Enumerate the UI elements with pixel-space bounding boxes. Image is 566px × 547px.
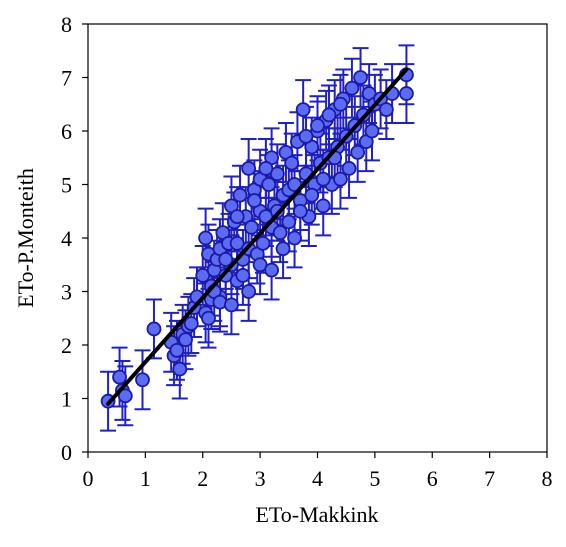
data-point xyxy=(399,86,414,101)
data-point xyxy=(350,144,366,160)
data-point xyxy=(310,118,325,134)
data-point xyxy=(255,235,271,251)
data-point xyxy=(315,198,331,214)
x-tick-label: 0 xyxy=(83,466,94,491)
data-point xyxy=(183,316,199,332)
data-point xyxy=(264,262,280,278)
data-point xyxy=(198,230,214,246)
y-tick-label: 2 xyxy=(61,333,72,358)
data-point xyxy=(364,123,380,139)
data-point xyxy=(378,102,394,117)
data-point xyxy=(281,214,297,230)
data-point xyxy=(229,209,245,225)
y-axis: 0 1 2 3 4 5 6 7 8 xyxy=(61,12,88,465)
y-tick-label: 7 xyxy=(61,66,72,91)
plot-area-frame xyxy=(87,23,548,453)
x-tick-label: 5 xyxy=(369,466,380,491)
data-point xyxy=(169,342,185,358)
data-point xyxy=(272,225,288,241)
data-point xyxy=(275,241,291,257)
data-point xyxy=(344,80,360,96)
data-point xyxy=(224,297,239,313)
x-tick-label: 3 xyxy=(255,466,266,491)
data-point xyxy=(321,107,337,123)
x-tick-label: 1 xyxy=(140,466,151,491)
data-point xyxy=(135,372,150,388)
data-point xyxy=(201,310,216,326)
y-tick-label: 8 xyxy=(61,12,72,37)
data-point xyxy=(235,268,251,283)
data-point xyxy=(112,369,127,385)
data-point xyxy=(172,361,188,377)
data-point xyxy=(287,177,302,192)
y-tick-label: 4 xyxy=(61,226,72,251)
y-tick-label: 0 xyxy=(61,440,72,465)
data-point xyxy=(146,321,162,337)
data-point xyxy=(246,193,262,208)
x-axis: 0 1 2 3 4 5 6 7 8 xyxy=(83,452,553,491)
y-tick-label: 6 xyxy=(61,119,72,144)
x-tick-label: 7 xyxy=(484,466,495,491)
data-point xyxy=(241,161,257,176)
data-point xyxy=(117,388,133,404)
data-point xyxy=(295,102,311,117)
data-point xyxy=(284,155,300,171)
data-point xyxy=(241,284,257,299)
data-point xyxy=(261,177,277,192)
y-tick-label: 5 xyxy=(61,173,72,198)
x-tick-label: 8 xyxy=(542,466,553,491)
x-tick-label: 4 xyxy=(312,466,323,491)
y-axis-label: ETo-P.Monteith xyxy=(13,168,38,308)
data-point xyxy=(292,203,308,219)
data-point xyxy=(304,187,320,203)
trend-line xyxy=(106,67,409,406)
data-point xyxy=(298,128,314,144)
data-point xyxy=(218,251,234,267)
x-axis-label: ETo-Makkink xyxy=(255,502,378,527)
data-point xyxy=(333,96,348,112)
y-tick-label: 3 xyxy=(61,280,72,305)
data-point xyxy=(232,187,248,203)
data-point xyxy=(341,161,357,176)
data-point xyxy=(178,332,193,348)
data-point xyxy=(258,161,274,176)
y-tick-label: 1 xyxy=(61,387,72,412)
x-tick-label: 6 xyxy=(427,466,438,491)
data-point xyxy=(244,219,259,235)
data-point xyxy=(287,230,302,246)
x-tick-label: 2 xyxy=(197,466,208,491)
data-point xyxy=(333,171,348,187)
data-point xyxy=(353,70,368,85)
data-point xyxy=(315,171,331,187)
